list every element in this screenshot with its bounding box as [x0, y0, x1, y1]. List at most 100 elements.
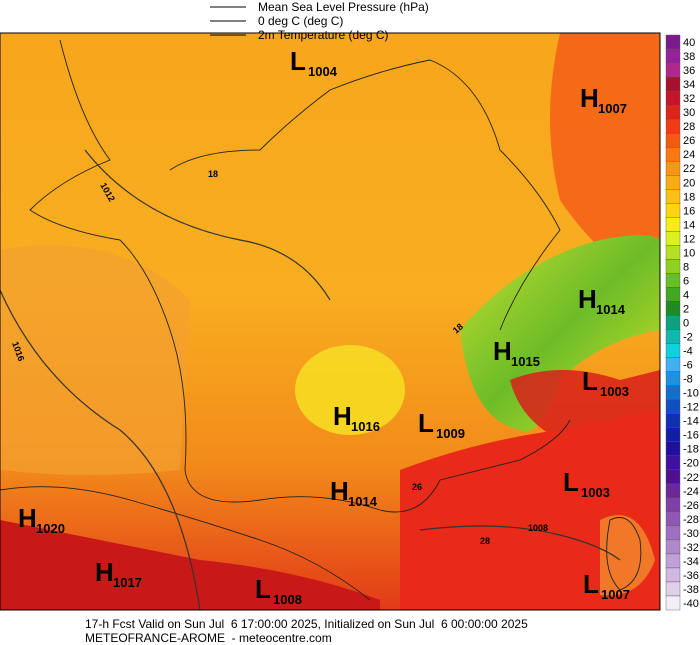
contour-label: 26 — [412, 482, 422, 492]
isobars — [0, 149, 621, 610]
colorbar-label: 22 — [683, 163, 695, 175]
pressure-letter: H — [580, 83, 599, 113]
colorbar-swatch — [665, 581, 681, 597]
colorbar-label: -16 — [683, 430, 699, 442]
contour-label: 18 — [451, 321, 465, 335]
colorbar-swatch — [665, 343, 681, 358]
colorbar-label: 32 — [683, 93, 695, 105]
colorbar-label: -22 — [683, 472, 699, 484]
colorbar-label: 6 — [683, 275, 689, 287]
colorbar-label: 2 — [683, 303, 689, 315]
colorbar-swatch — [665, 34, 681, 50]
colorbar-label: -32 — [683, 542, 699, 554]
colorbar-label: -8 — [683, 374, 693, 386]
colorbar-swatch — [665, 567, 681, 583]
map-area — [0, 33, 660, 610]
pressure-value: 1003 — [600, 384, 629, 399]
colorbar-label: 30 — [683, 107, 695, 119]
colorbar-swatch — [665, 553, 681, 569]
ocean-field — [0, 245, 190, 475]
colorbar-label: -18 — [683, 444, 699, 456]
pressure-letter: H — [18, 503, 37, 533]
pressure-value: 1020 — [36, 521, 65, 536]
colorbar-label: 36 — [683, 65, 695, 77]
colorbar-label: 28 — [683, 121, 695, 133]
colorbar-swatch — [665, 385, 681, 400]
legend-label: 2m Temperature (deg C) — [258, 28, 389, 42]
island-field — [600, 515, 655, 596]
colorbar-label: 40 — [683, 37, 695, 49]
pressure-value: 1004 — [308, 64, 338, 79]
footer-line: 17-h Fcst Valid on Sun Jul 6 17:00:00 20… — [85, 617, 528, 631]
pressure-letter: H — [333, 401, 352, 431]
colorbar-swatch — [665, 90, 681, 106]
pressure-letter: H — [330, 476, 349, 506]
map-frame — [0, 32, 661, 611]
colorbar-label: -2 — [683, 332, 693, 344]
colorbar-swatch — [665, 357, 681, 372]
colorbar-swatch — [665, 231, 681, 246]
colorbar-label: 8 — [683, 261, 689, 273]
colorbar-label: 0 — [683, 318, 689, 330]
coastlines — [0, 39, 642, 601]
colorbar-swatch — [665, 441, 681, 456]
colorbar-swatch — [665, 175, 681, 190]
colorbar-label: -10 — [683, 388, 699, 400]
colorbar-swatch — [665, 371, 681, 386]
colorbar-swatch — [665, 497, 681, 513]
colorbar-label: 26 — [683, 135, 695, 147]
colorbar-swatch — [665, 455, 681, 470]
colorbar-swatch — [665, 217, 681, 232]
colorbar-label: 38 — [683, 51, 695, 63]
contour-label: 1008 — [528, 523, 548, 533]
contour-label: 28 — [480, 536, 490, 546]
colorbar-swatch — [665, 203, 681, 218]
colorbar-label: -38 — [683, 584, 699, 596]
colorbar-swatch — [665, 62, 681, 78]
colorbar-label: -36 — [683, 570, 699, 582]
colorbar-label: 20 — [683, 177, 695, 189]
colorbar-swatch — [665, 413, 681, 428]
colorbar-swatch — [665, 259, 681, 274]
colorbar-swatch — [665, 287, 681, 302]
colorbar-label: 24 — [683, 149, 695, 161]
colorbar-swatch — [665, 511, 681, 527]
pressure-value: 1014 — [596, 302, 626, 317]
pressure-value: 1008 — [273, 592, 302, 607]
colorbar-swatch — [665, 525, 681, 541]
pressure-value: 1015 — [511, 354, 540, 369]
pressure-letter: H — [493, 336, 512, 366]
colorbar-swatch — [665, 245, 681, 260]
colorbar-label: 12 — [683, 233, 695, 245]
pressure-letter: L — [582, 366, 598, 396]
colorbar-swatch — [665, 427, 681, 442]
sea-field — [400, 410, 660, 610]
colorbar-swatch — [665, 273, 681, 288]
colorbar-label: -34 — [683, 556, 699, 568]
legend-label: Mean Sea Level Pressure (hPa) — [258, 0, 429, 14]
pressure-letter: L — [418, 408, 434, 438]
pressure-letter: L — [563, 467, 579, 497]
pressure-letter: H — [95, 557, 114, 587]
pressure-value: 1003 — [581, 485, 610, 500]
pressure-letter: L — [290, 46, 306, 76]
pressure-letter: H — [578, 284, 597, 314]
colorbar-label: 4 — [683, 289, 689, 301]
colorbar-swatch — [665, 315, 681, 330]
colorbar-label: -4 — [683, 346, 693, 358]
south-field — [0, 520, 380, 610]
colorbar-label: -30 — [683, 528, 699, 540]
colorbar-swatch — [665, 118, 681, 134]
pressure-value: 1014 — [348, 494, 378, 509]
colorbar-swatch — [665, 301, 681, 316]
pressure-value: 1007 — [601, 587, 630, 602]
colorbar-label: -26 — [683, 500, 699, 512]
pressure-value: 1009 — [436, 426, 465, 441]
colorbar-swatch — [665, 483, 681, 499]
alps-field — [460, 235, 660, 432]
colorbar-swatch — [665, 595, 681, 611]
contour-label: 18 — [208, 169, 218, 179]
footer-line: METEOFRANCE-AROME - meteocentre.com — [85, 631, 332, 645]
